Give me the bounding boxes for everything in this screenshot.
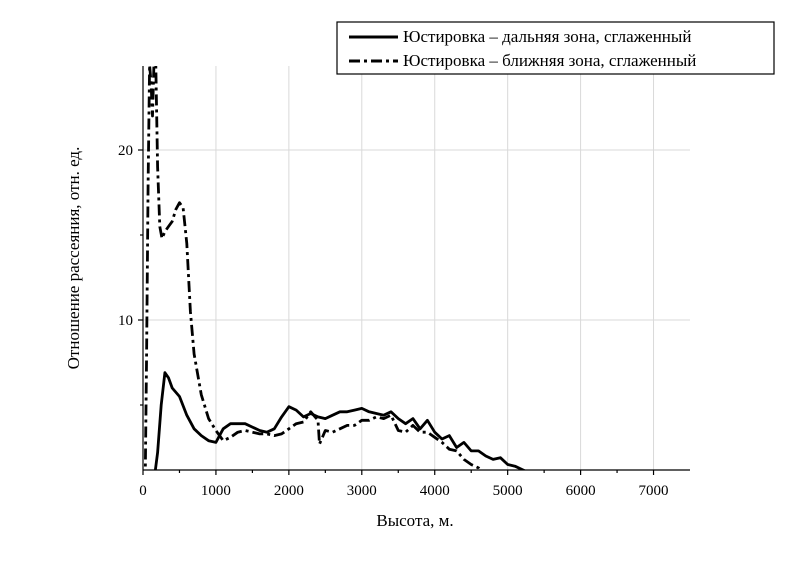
series-line-near-zone: [143, 66, 482, 470]
y-axis-label: Отношение рассеяния, отн. ед.: [64, 147, 83, 370]
x-tick-label: 7000: [639, 483, 669, 499]
x-tick-label: 5000: [493, 483, 523, 499]
x-tick-label: 1000: [201, 483, 231, 499]
legend-label-far: Юстировка – дальняя зона, сглаженный: [403, 27, 691, 46]
legend-box: [336, 21, 775, 75]
axes: [138, 66, 690, 475]
x-tick-label: 3000: [347, 483, 377, 499]
x-axis-label: Высота, м.: [376, 511, 453, 530]
x-tick-label: 4000: [420, 483, 450, 499]
legend-label-near: Юстировка – ближняя зона, сглаженный: [403, 51, 696, 70]
y-tick-label: 20: [118, 143, 133, 159]
series-line-near-zone-fragment: [600, 476, 601, 481]
grid: [143, 66, 690, 470]
x-tick-label: 2000: [274, 483, 304, 499]
series-line-far-zone: [153, 371, 527, 470]
tick-labels: 0 1000 2000 3000 4000 5000 6000 7000 10 20: [118, 143, 669, 499]
y-tick-label: 10: [118, 313, 133, 329]
x-tick-label: 0: [139, 483, 147, 499]
legend: Юстировка – дальняя зона, сглаженный Юст…: [336, 21, 775, 75]
series-lines: [143, 66, 601, 481]
x-tick-label: 6000: [566, 483, 596, 499]
